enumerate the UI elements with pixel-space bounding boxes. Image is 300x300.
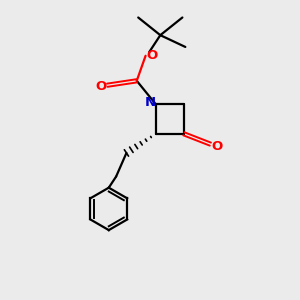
- Text: O: O: [211, 140, 223, 153]
- Text: N: N: [145, 96, 156, 110]
- Text: O: O: [146, 49, 158, 62]
- Text: O: O: [95, 80, 106, 93]
